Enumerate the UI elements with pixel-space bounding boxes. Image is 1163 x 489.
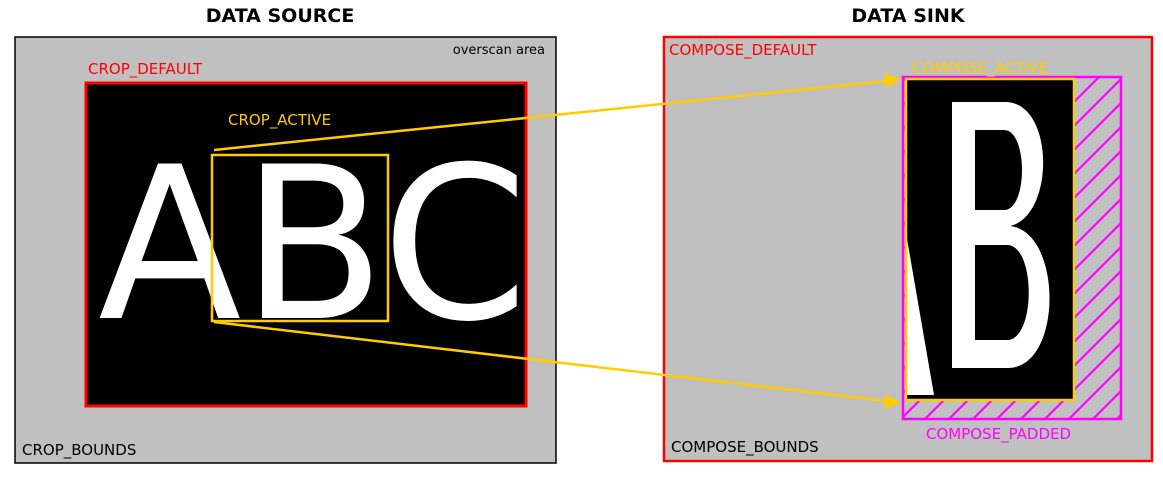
source-image-text: ABC bbox=[98, 121, 528, 368]
crop-default-label: CROP_DEFAULT bbox=[88, 60, 203, 79]
bottom-mapping-line bbox=[213, 320, 887, 403]
crop-bounds-label: CROP_BOUNDS bbox=[22, 441, 136, 460]
source-title: DATA SOURCE bbox=[206, 5, 355, 27]
compose-bounds-label: COMPOSE_BOUNDS bbox=[671, 438, 819, 457]
crop-active-rect bbox=[210, 153, 390, 323]
source-glyphs: ABC bbox=[98, 121, 528, 368]
bottom-arrow-head bbox=[884, 394, 901, 409]
crop-default-rect bbox=[84, 81, 528, 408]
top-mapping-line bbox=[213, 79, 887, 152]
compose-padded-label: COMPOSE_PADDED bbox=[926, 425, 1071, 444]
source-image bbox=[86, 83, 526, 406]
compose-active-rect bbox=[904, 77, 1076, 402]
sink-glyph-b bbox=[952, 102, 1050, 368]
sink-title: DATA SINK bbox=[851, 5, 965, 27]
sink-glyph-a-fragment bbox=[906, 233, 934, 395]
compose-default-label: COMPOSE_DEFAULT bbox=[669, 41, 817, 60]
mapping-arrows bbox=[213, 73, 901, 409]
sink-glyphs bbox=[906, 102, 1050, 395]
compose-active-label: COMPOSE_ACTIVE bbox=[912, 59, 1048, 78]
overscan-label: overscan area bbox=[453, 43, 545, 58]
top-arrow-head bbox=[884, 73, 901, 88]
compose-padded-rect bbox=[901, 75, 1123, 421]
crop-active-label: CROP_ACTIVE bbox=[228, 111, 331, 130]
